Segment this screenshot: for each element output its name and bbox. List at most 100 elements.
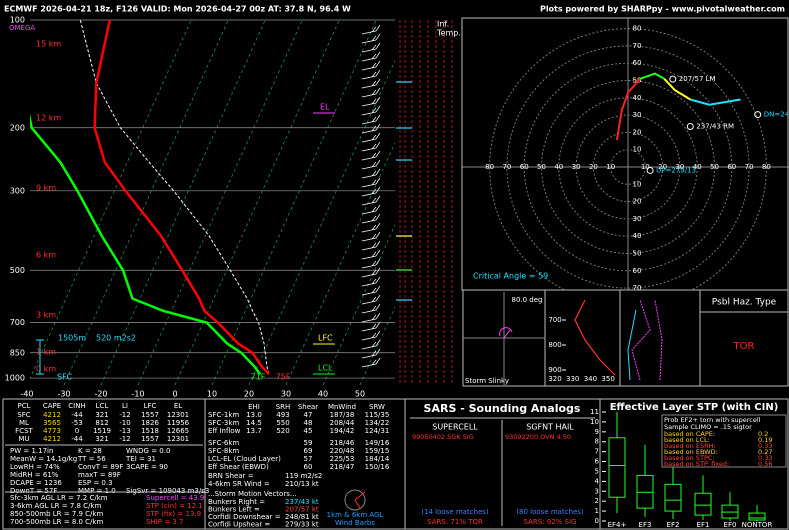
index-value: TT = 56	[77, 455, 106, 463]
wind-barb	[361, 114, 381, 125]
theta-e-label: 350	[601, 375, 614, 383]
hodo-ring	[592, 131, 664, 203]
hodo-trace	[663, 78, 691, 101]
wind-barb	[361, 177, 381, 188]
ring-label: 10	[641, 163, 650, 171]
stp-box	[748, 512, 766, 521]
thermo-cell: 321	[95, 411, 108, 419]
hazard-type: TOR	[733, 341, 755, 352]
kinematics-cell: 134/22	[365, 419, 390, 427]
wind-barb	[361, 141, 381, 152]
stp-tick-label: 2	[595, 497, 599, 505]
index-value: DownT = 57F	[10, 487, 57, 495]
hodo-ring	[558, 97, 698, 237]
ring-label: 70	[633, 284, 642, 292]
index-value: MeanW = 14.1g/kg	[10, 455, 77, 463]
pressure-tick-label: 500	[10, 266, 25, 275]
temperature-tick-label: -40	[20, 390, 33, 399]
inflow-depth: 1505m	[58, 334, 86, 343]
ring-label: 40	[633, 232, 642, 240]
thermo-cell: SFC	[17, 411, 30, 419]
stp-category: EF4+	[608, 521, 627, 529]
isotherm	[100, 18, 267, 385]
height-label: 0 km	[36, 365, 56, 374]
thermo-cell: 11956	[167, 419, 190, 427]
wind-barb	[361, 51, 381, 62]
sars-title: SARS - Sounding Analogs	[424, 402, 581, 415]
hazard-title: Psbl Haz. Type	[712, 298, 777, 308]
ring-label: 80	[633, 25, 642, 33]
storm-motion	[686, 123, 694, 131]
thermo-cell: -44	[71, 435, 83, 443]
thermo-cell: -10	[119, 419, 130, 427]
sars-match: 99050402.SGK SIG	[412, 433, 474, 441]
wind-barb	[361, 303, 381, 314]
thermo-cell: -44	[71, 411, 83, 419]
prob-box	[661, 414, 787, 468]
prob-label: based on STPC:	[664, 454, 715, 462]
index-value: WNDG = 0.0	[126, 447, 170, 455]
wind-barb	[361, 330, 381, 341]
thermo-cell: ML	[19, 419, 29, 427]
isotherm	[359, 306, 395, 385]
lapse-rate: 850-500mb LR = 7.9 C/km	[10, 510, 103, 518]
prob-label: based on EBWD:	[664, 448, 718, 456]
stp-box	[608, 437, 626, 498]
omega-label: OMEGA	[9, 24, 35, 32]
layer-label: SFC-1km	[208, 411, 239, 419]
ring-label: 70	[745, 163, 754, 171]
wind-barb	[361, 60, 381, 71]
kin-line-label: 4-6km SR Wind =	[208, 480, 270, 488]
kin-line-value: 210/13 kt	[285, 480, 319, 488]
kinematics-header: MnWind	[328, 403, 356, 411]
hodo-trace	[615, 78, 641, 141]
storm-motion-name: Corfidi Downshear =	[208, 513, 281, 521]
kin-line-label: BRN Shear =	[208, 472, 254, 480]
stp-category: EF3	[639, 521, 652, 529]
prob-value: 0.2	[758, 430, 768, 438]
theta-e-label: 340	[584, 375, 597, 383]
thermo-cell: 1557	[141, 435, 159, 443]
stp-title: Effective Layer STP (with CIN)	[610, 402, 779, 413]
hodo-ring	[506, 45, 750, 289]
index-value: SigSvr = 109043 m3/s3	[126, 487, 209, 495]
lcl-label: LCL	[318, 364, 333, 373]
ring-label: 50	[633, 250, 642, 258]
slinky-angle: 80.0 deg	[511, 296, 542, 304]
kinematics-cell: 14.5	[246, 419, 262, 427]
prob-value: 0.33	[758, 454, 772, 462]
ring-label: 40	[633, 94, 642, 102]
ring-label: 10	[633, 146, 642, 154]
theta-e-profile	[574, 299, 616, 376]
stp-box	[664, 483, 682, 512]
index-value: TEI = 31	[125, 455, 156, 463]
thermo-cell: FCST	[15, 427, 33, 435]
kinematics-cell: 45	[304, 427, 313, 435]
thermo-cell: 4212	[43, 435, 61, 443]
temperature-tick-label: 10	[207, 390, 217, 399]
thermo-header: CAPE	[43, 402, 61, 410]
kinematics-cell: 57	[304, 455, 313, 463]
prob-label: based on LCL:	[664, 436, 710, 444]
ring-label: 30	[633, 111, 642, 119]
kinematics-cell: 124/31	[365, 427, 390, 435]
sr-wind-profile-2	[627, 309, 637, 381]
index-value: ConvT = 89F	[78, 463, 123, 471]
stp-frame	[599, 398, 789, 530]
thermo-cell: 12301	[167, 435, 189, 443]
isotherm	[285, 141, 395, 385]
thermo-header: LCL	[96, 402, 109, 410]
stp-tick-label: 7	[595, 448, 599, 456]
ring-label: 80	[762, 163, 771, 171]
stp-category: NONTOR	[742, 521, 773, 529]
sars-header: SGFNT HAIL	[526, 423, 574, 432]
kinematics-header: SRW	[369, 403, 385, 411]
barbs-note: Wind Barbs	[335, 519, 375, 527]
wind-barb	[361, 294, 381, 305]
stp-tick-label: 0	[595, 517, 599, 525]
stp-tick-label: 5	[595, 467, 599, 475]
dewpoint-profile	[30, 113, 262, 375]
kinematics-cell: 225/53	[330, 455, 355, 463]
critical-angle: Critical Angle = 59	[473, 272, 548, 281]
